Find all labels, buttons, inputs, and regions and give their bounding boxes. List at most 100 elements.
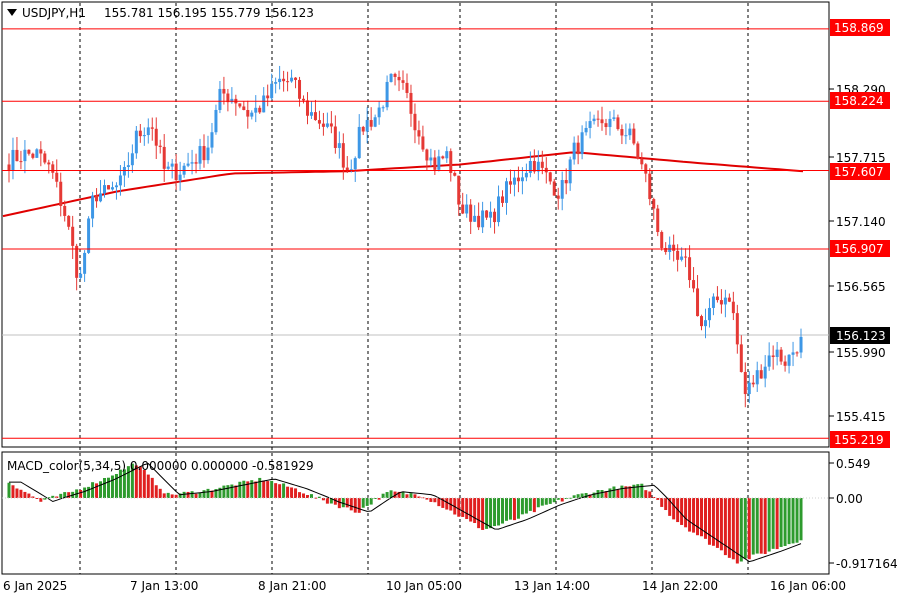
candle-body — [441, 156, 445, 159]
macd-bar — [43, 498, 47, 500]
candle-body — [524, 172, 528, 178]
level-labels: 158.869 158.224 157.607 156.907 155.219 … — [830, 19, 890, 448]
candle-body — [95, 195, 99, 202]
candle-body — [286, 81, 290, 83]
candle-body — [588, 121, 592, 128]
price-tick: 155.415 — [836, 410, 886, 424]
candle-body — [254, 107, 258, 113]
macd-bar — [11, 485, 15, 498]
macd-bar — [67, 492, 71, 498]
macd-bar — [313, 497, 317, 499]
candle-body — [23, 149, 27, 162]
macd-bar — [548, 498, 552, 504]
chevron-down-icon[interactable] — [7, 9, 17, 16]
candle-body — [87, 218, 91, 253]
candle-body — [150, 127, 154, 129]
macd-axis: 0.549 0.00 -0.917164 — [829, 457, 898, 571]
macd-bar — [286, 486, 290, 498]
macd-bar — [580, 493, 584, 498]
level-label: 158.224 — [834, 94, 884, 108]
candle-body — [707, 307, 711, 321]
macd-bar — [106, 477, 110, 498]
macd-bar — [309, 494, 313, 498]
time-label: 8 Jan 21:00 — [258, 579, 326, 593]
candle-body — [274, 82, 278, 84]
macd-bar — [644, 490, 648, 498]
macd-bar — [409, 493, 413, 498]
level-label-box — [830, 240, 890, 257]
candle-body — [290, 77, 294, 82]
macd-bar — [23, 491, 27, 498]
candle-body — [461, 204, 465, 214]
candle-body — [329, 123, 333, 127]
macd-bar — [532, 498, 536, 513]
macd-bar — [596, 490, 600, 498]
macd-bar — [405, 494, 409, 498]
macd-bar — [142, 470, 146, 498]
macd-bar — [349, 498, 353, 511]
macd-bar — [150, 477, 154, 498]
horizontal-levels[interactable] — [2, 28, 829, 439]
macd-bar — [767, 498, 771, 552]
macd-bar — [552, 498, 556, 503]
candle-body — [51, 164, 55, 173]
candle-body — [19, 161, 23, 163]
macd-bar — [588, 494, 592, 498]
candle-body — [226, 93, 230, 103]
macd-bar — [759, 498, 763, 554]
candle-body — [305, 100, 309, 116]
candle-body — [325, 123, 329, 127]
candle-body — [55, 172, 59, 182]
macd-bar — [461, 498, 465, 517]
macd-bar — [620, 485, 624, 498]
macd-bar — [516, 498, 520, 519]
moving-average-line — [2, 151, 804, 218]
candle-body — [636, 143, 640, 159]
macd-bar — [59, 493, 63, 498]
macd-bar — [206, 488, 210, 498]
price-panel[interactable] — [1, 1, 830, 448]
candle-body — [564, 180, 568, 184]
candle-body — [791, 352, 795, 355]
candlestick-series[interactable] — [7, 65, 803, 408]
candle-body — [731, 301, 735, 314]
macd-bar — [608, 488, 612, 498]
candle-body — [250, 112, 254, 117]
macd-bar — [648, 491, 652, 498]
candle-body — [608, 118, 612, 128]
macd-bar — [672, 498, 676, 520]
macd-bar — [266, 481, 270, 498]
candle-body — [31, 153, 35, 158]
macd-bar — [298, 492, 302, 498]
time-axis: 6 Jan 2025 7 Jan 13:00 8 Jan 21:00 10 Ja… — [3, 579, 846, 593]
macd-bar — [501, 498, 505, 524]
macd-bar — [763, 498, 767, 554]
candle-body — [512, 177, 516, 185]
candle-body — [680, 256, 684, 260]
candle-body — [425, 149, 429, 161]
candle-body — [628, 128, 632, 136]
candle-body — [580, 132, 584, 155]
candle-body — [134, 130, 138, 154]
macd-bar — [91, 482, 95, 498]
level-label: 157.607 — [834, 165, 884, 179]
macd-bar — [7, 482, 11, 498]
candle-body — [481, 210, 485, 228]
candle-body — [536, 161, 540, 172]
macd-bar — [345, 498, 349, 508]
candle-body — [242, 106, 246, 111]
candle-body — [632, 128, 636, 144]
macd-bar — [636, 484, 640, 498]
macd-bar — [357, 498, 361, 513]
macd-bar — [63, 492, 67, 498]
macd-bar — [703, 498, 707, 539]
candle-body — [548, 172, 552, 182]
macd-bar — [365, 498, 369, 506]
macd-bar — [246, 481, 250, 498]
macd-bar — [465, 498, 469, 520]
macd-bar — [751, 498, 755, 555]
candle-body — [258, 107, 262, 113]
macd-bar — [146, 474, 150, 498]
candle-body — [389, 73, 393, 82]
